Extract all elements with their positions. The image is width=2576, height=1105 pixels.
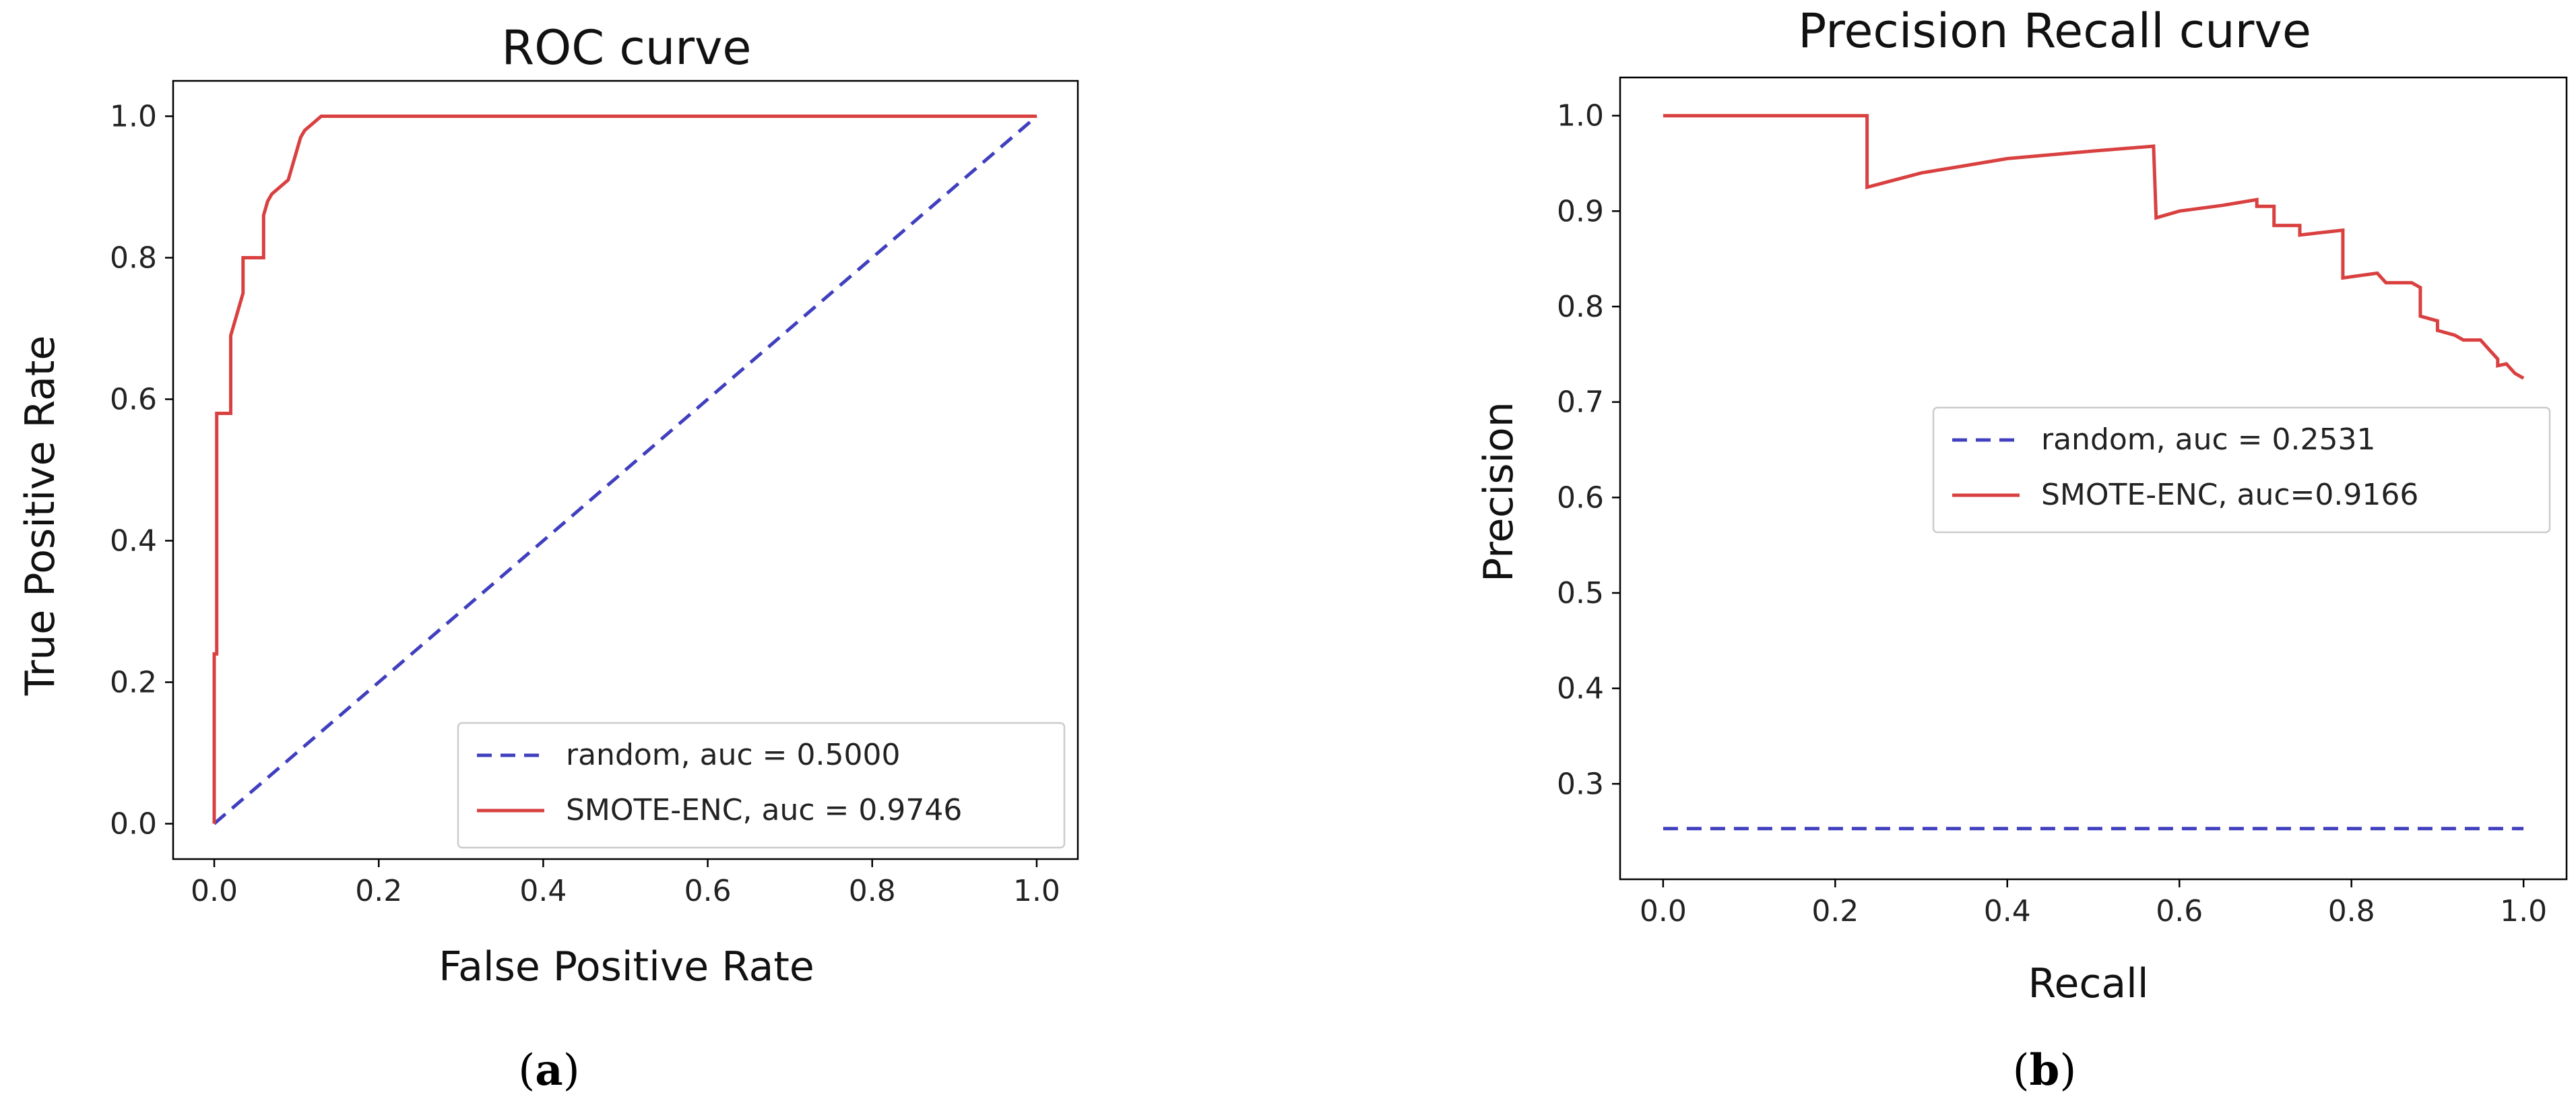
roc-caption: (a) (518, 1045, 579, 1096)
pr-legend-box (1932, 406, 2551, 534)
pr-y-label: Precision (1475, 402, 1522, 582)
pr-caption: (b) (2013, 1045, 2077, 1096)
pr-legend-label: random, auc = 0.2531 (2041, 422, 2375, 457)
roc-legend-box (457, 722, 1066, 849)
pr-panel: Precision Recall curve 0.0 0.2 0.4 0.6 0.8 1.… (1475, 3, 2568, 1096)
pr-x-tick-label: 0.8 (2328, 894, 2375, 928)
roc-x-tick-label: 0.0 (191, 874, 238, 908)
roc-x-label: False Positive Rate (439, 943, 814, 990)
roc-x-tick-label: 0.8 (849, 874, 896, 908)
pr-y-tick-label: 0.8 (1557, 290, 1604, 324)
roc-smote-enc-line (212, 115, 1037, 824)
pr-x-tick-label: 0.2 (1811, 894, 1859, 928)
pr-y-tick-label: 0.4 (1557, 672, 1604, 706)
pr-smote-enc-line (1663, 114, 2525, 380)
pr-x-tick-label: 0.4 (1984, 894, 2031, 928)
pr-y-tick-label: 0.9 (1557, 194, 1604, 228)
pr-x-tick-label: 0.0 (1640, 894, 1687, 928)
roc-y-label: True Positive Rate (17, 336, 64, 696)
roc-y-tick-label: 1.0 (110, 100, 157, 134)
roc-legend-label: random, auc = 0.5000 (566, 738, 900, 772)
roc-x-tick-label: 0.6 (684, 874, 732, 908)
roc-plot-area: 0.0 0.2 0.4 0.6 0.8 1.0 0.0 0.2 0.4 0.6 0.8 1.0 rand… (110, 80, 1079, 908)
roc-y-tick-label: 0.2 (110, 666, 157, 700)
pr-y-tick-label: 0.7 (1557, 385, 1604, 420)
pr-plot-area: 0.0 0.2 0.4 0.6 0.8 1.0 0.3 0.4 0.5 0.6 0.7 0.8 0.9 1… (1557, 76, 2568, 928)
pr-legend: random, auc = 0.2531 SMOTE-ENC, auc=0.916… (1932, 406, 2551, 534)
roc-panel: ROC curve 0.0 0.2 0.4 0.6 0.8 1.0 0.0 0.2 0.4 0.6… (17, 20, 1079, 1096)
pr-x-label: Recall (2028, 960, 2148, 1007)
roc-y-tick-label: 0.4 (110, 524, 157, 559)
pr-title: Precision Recall curve (1798, 3, 2311, 59)
roc-axes-frame (172, 80, 1079, 860)
roc-x-tick-label: 0.4 (519, 874, 567, 908)
roc-title: ROC curve (502, 20, 752, 75)
roc-x-tick-label: 0.2 (355, 874, 402, 908)
pr-axes-frame (1619, 76, 2568, 881)
pr-y-tick-label: 1.0 (1557, 99, 1604, 133)
pr-y-tick-label: 0.5 (1557, 576, 1604, 610)
roc-y-tick-label: 0.6 (110, 383, 157, 417)
pr-y-tick-label: 0.3 (1557, 767, 1604, 801)
roc-legend-label: SMOTE-ENC, auc = 0.9746 (566, 793, 962, 827)
roc-x-tick-label: 1.0 (1013, 874, 1060, 908)
pr-x-tick-label: 1.0 (2500, 894, 2547, 928)
roc-y-tick-label: 0.0 (110, 807, 157, 842)
pr-y-tick-label: 0.6 (1557, 480, 1604, 515)
roc-random-line (213, 115, 1038, 825)
pr-legend-label: SMOTE-ENC, auc=0.9166 (2041, 478, 2418, 512)
pr-x-tick-label: 0.6 (2156, 894, 2203, 928)
roc-legend: random, auc = 0.5000 SMOTE-ENC, auc = 0.9… (457, 722, 1066, 849)
roc-y-tick-label: 0.8 (110, 241, 157, 276)
